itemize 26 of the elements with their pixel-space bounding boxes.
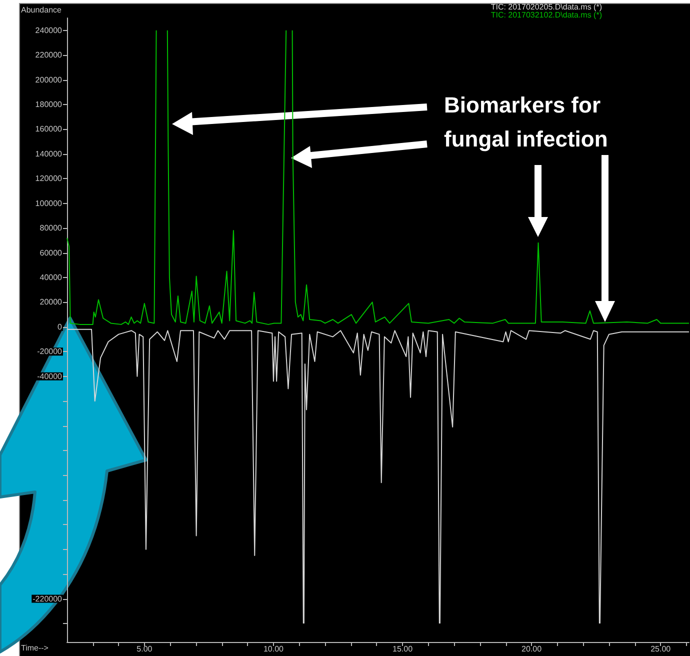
x-tick-label: 20.00: [522, 644, 542, 654]
y-tick-label: 180000: [35, 100, 63, 109]
x-axis-title: Time-->: [21, 644, 49, 652]
x-tick-label: 5.00: [136, 644, 153, 654]
text: TIC: 2017020205.D\data.ms (*): [490, 2, 602, 12]
y-tick-label: 160000: [35, 124, 63, 134]
y-tick-label: 200000: [35, 75, 63, 84]
annotation: Biomarkers for fungal infection: [444, 92, 608, 152]
y-tick-label: 20000: [40, 298, 63, 307]
y-tick-label: 100000: [35, 198, 63, 208]
y-tick-label: 140000: [35, 149, 63, 158]
y-axis-title: Abundance: [21, 6, 62, 14]
y-tick-label: 220000: [35, 50, 63, 60]
y-tick-label: 60000: [40, 248, 63, 258]
y-tick-label: 40000: [40, 272, 63, 282]
y-tick-label: -40000: [37, 372, 63, 381]
text: TIC: 2017032102.D\data.ms (*): [490, 10, 602, 20]
y-tick-label: -20000: [37, 347, 63, 356]
y-tick-label: 80000: [40, 224, 63, 233]
x-tick-label: 25.00: [650, 644, 672, 654]
y-tick-label: 120000: [35, 174, 63, 184]
y-tick-label: -220000: [32, 594, 63, 604]
y-tick-label: 240000: [35, 26, 63, 35]
y-tick-label: 0: [58, 322, 63, 332]
x-tick-label: 15.00: [392, 644, 414, 654]
x-tick-label: 10.00: [263, 644, 284, 654]
